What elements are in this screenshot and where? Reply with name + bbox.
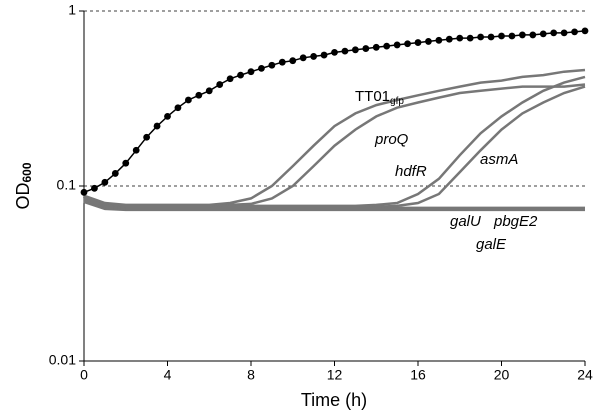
series-line <box>83 75 586 208</box>
x-tick-label: 20 <box>494 367 510 383</box>
data-point <box>435 36 443 44</box>
series-label: TT01gfp <box>355 88 404 107</box>
data-point <box>581 27 589 35</box>
data-point <box>80 188 88 196</box>
y-tick-label: 0.01 <box>49 352 76 368</box>
series-label-main: TT01 <box>355 88 390 105</box>
data-point <box>205 87 213 95</box>
data-point <box>529 31 537 39</box>
data-point <box>237 71 244 79</box>
data-point <box>414 39 422 46</box>
y-tick-label: 0.1 <box>57 177 77 193</box>
series-line <box>83 83 586 208</box>
x-tick-label: 24 <box>577 367 593 383</box>
data-point <box>216 81 224 88</box>
x-axis-label: Time (h) <box>301 390 367 410</box>
y-axis-label-sub: 600 <box>20 162 34 182</box>
y-tick-label: 1 <box>68 2 76 18</box>
y-axis-label-main: OD <box>13 183 33 210</box>
data-point <box>383 42 391 50</box>
data-point <box>247 68 255 76</box>
data-point <box>487 33 495 41</box>
y-axis-label: OD600 <box>13 162 34 209</box>
data-point <box>310 53 318 60</box>
data-point <box>331 49 338 56</box>
data-point <box>153 122 161 130</box>
data-point <box>184 96 192 104</box>
data-point <box>518 31 526 39</box>
data-point <box>445 35 453 43</box>
data-point <box>101 178 109 186</box>
data-point <box>164 112 171 120</box>
data-point <box>372 43 380 51</box>
x-tick-label: 0 <box>80 367 88 383</box>
x-tick-label: 12 <box>327 367 343 383</box>
series-label: galU <box>450 213 481 230</box>
data-point <box>289 57 297 65</box>
data-point <box>278 58 286 66</box>
series-label-sub: gfp <box>390 96 404 107</box>
data-point <box>299 54 307 62</box>
data-point <box>341 47 349 55</box>
series-label-main: asmA <box>480 151 518 168</box>
series-label: pbgE2 <box>493 213 538 230</box>
series-label-main: proQ <box>374 131 409 148</box>
x-tick-label: 4 <box>164 367 172 383</box>
data-point <box>539 30 547 38</box>
data-point <box>143 133 151 141</box>
data-point <box>195 91 203 99</box>
series-label: asmA <box>480 151 518 168</box>
x-tick-label: 16 <box>410 367 426 383</box>
series-label: hdfR <box>395 163 427 180</box>
data-point <box>560 29 568 37</box>
data-point <box>174 104 182 112</box>
data-point <box>456 34 464 42</box>
data-point <box>320 51 328 59</box>
data-point <box>550 29 558 37</box>
data-point <box>466 34 474 42</box>
series-label: proQ <box>374 131 409 148</box>
series-label: galE <box>476 236 507 253</box>
data-point <box>393 41 401 49</box>
x-tick-label: 8 <box>247 367 255 383</box>
data-point <box>268 61 276 69</box>
data-point <box>477 33 485 41</box>
data-point <box>404 40 411 48</box>
data-point <box>258 64 265 72</box>
series-label-main: hdfR <box>395 163 427 180</box>
data-point <box>111 170 119 177</box>
series-label-main: pbgE2 <box>493 213 538 230</box>
data-point <box>91 184 98 192</box>
data-point <box>122 159 130 167</box>
series-label-main: galU <box>450 213 481 230</box>
data-point <box>362 45 370 52</box>
series-label-main: galE <box>476 236 507 253</box>
data-point <box>226 75 234 83</box>
data-point <box>351 46 359 54</box>
data-point <box>498 32 505 40</box>
data-point <box>571 28 578 36</box>
data-point <box>425 38 432 45</box>
data-point <box>132 146 140 154</box>
data-point <box>508 32 516 40</box>
series-line <box>83 68 586 207</box>
